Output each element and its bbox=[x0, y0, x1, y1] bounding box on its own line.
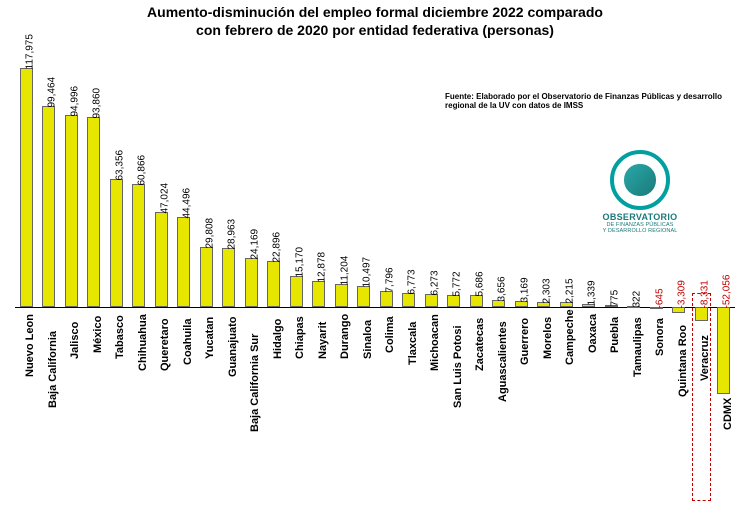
bar bbox=[717, 307, 730, 394]
category-label: Yucatan bbox=[204, 317, 216, 359]
chart-title: Aumento-disminución del empleo formal di… bbox=[0, 4, 750, 39]
value-label: 3,656 bbox=[497, 276, 508, 301]
category-label: Zacatecas bbox=[474, 318, 486, 371]
category-label: Colima bbox=[384, 317, 396, 354]
category-label: Sinaloa bbox=[362, 320, 374, 359]
bar bbox=[312, 281, 325, 307]
value-label: 93,860 bbox=[92, 88, 103, 119]
category-label: Guerrero bbox=[519, 318, 531, 365]
chart-container: Aumento-disminución del empleo formal di… bbox=[0, 0, 750, 516]
value-label: 117,975 bbox=[24, 34, 35, 69]
bar bbox=[222, 248, 235, 307]
category-label: Chiapas bbox=[294, 317, 306, 360]
value-label: -52,056 bbox=[722, 275, 733, 309]
category-label: Tlaxcala bbox=[407, 322, 419, 365]
category-label: Quintana Roo bbox=[677, 325, 689, 397]
category-label: Baja California Sur bbox=[249, 333, 261, 431]
value-label: 322 bbox=[632, 291, 643, 308]
value-label: 5,686 bbox=[474, 272, 485, 297]
value-label: 15,170 bbox=[294, 247, 305, 278]
bar bbox=[267, 261, 280, 307]
category-label: Puebla bbox=[609, 317, 621, 353]
value-label: 2,303 bbox=[542, 279, 553, 304]
category-label: Michoacan bbox=[429, 315, 441, 372]
highlight-box bbox=[692, 293, 711, 501]
bar bbox=[357, 286, 370, 307]
value-label: -3,309 bbox=[677, 280, 688, 308]
value-label: 7,796 bbox=[384, 268, 395, 293]
bar bbox=[65, 115, 78, 307]
bar bbox=[20, 68, 33, 307]
category-label: Chihuahua bbox=[137, 315, 149, 372]
value-label: 3,169 bbox=[519, 277, 530, 302]
category-label: Nuevo Leon bbox=[24, 315, 36, 378]
value-label: 12,878 bbox=[317, 252, 328, 283]
value-label: 2,215 bbox=[564, 279, 575, 304]
bar bbox=[245, 258, 258, 307]
category-label: Oaxaca bbox=[587, 314, 599, 353]
bar bbox=[110, 179, 123, 307]
value-label: 47,024 bbox=[159, 183, 170, 214]
category-label: Campeche bbox=[564, 310, 576, 366]
value-label: 24,169 bbox=[249, 229, 260, 260]
category-label: Morelos bbox=[542, 317, 554, 359]
value-label: 11,204 bbox=[339, 256, 350, 286]
bar bbox=[177, 217, 190, 307]
category-label: CDMX bbox=[722, 398, 734, 430]
category-label: Guanajuato bbox=[227, 317, 239, 378]
category-label: Tamaulipas bbox=[632, 318, 644, 378]
bar bbox=[155, 212, 168, 307]
bar bbox=[42, 106, 55, 307]
category-label: México bbox=[92, 316, 104, 353]
value-label: 63,356 bbox=[114, 150, 125, 181]
value-label: 28,963 bbox=[227, 219, 238, 250]
value-label: 5,772 bbox=[452, 272, 463, 297]
category-label: Sonora bbox=[654, 318, 666, 356]
category-label: Nayarit bbox=[317, 322, 329, 359]
value-label: 22,896 bbox=[272, 232, 283, 263]
value-label: 775 bbox=[609, 290, 620, 307]
value-label: 29,808 bbox=[204, 218, 215, 249]
value-label: 6,273 bbox=[429, 271, 440, 296]
bar bbox=[402, 293, 415, 307]
category-label: San Luis Potosi bbox=[452, 325, 464, 408]
category-label: Tabasco bbox=[114, 315, 126, 359]
category-label: Durango bbox=[339, 314, 351, 359]
value-label: 1,339 bbox=[587, 281, 598, 306]
value-label: 44,496 bbox=[182, 188, 193, 219]
bar bbox=[87, 117, 100, 307]
value-label: 10,497 bbox=[362, 257, 373, 288]
category-label: Coahuila bbox=[182, 319, 194, 365]
value-label: -645 bbox=[654, 288, 665, 308]
title-line-2: con febrero de 2020 por entidad federati… bbox=[196, 22, 554, 38]
title-line-1: Aumento-disminución del empleo formal di… bbox=[147, 4, 603, 20]
bar bbox=[470, 295, 483, 307]
value-label: 60,866 bbox=[137, 155, 148, 186]
category-label: Hidalgo bbox=[272, 319, 284, 359]
bar bbox=[335, 284, 348, 307]
category-label: Jalisco bbox=[69, 322, 81, 359]
bar bbox=[200, 247, 213, 307]
bar bbox=[132, 184, 145, 307]
category-label: Baja California bbox=[47, 331, 59, 408]
category-label: Aguascalientes bbox=[497, 321, 509, 402]
value-label: 94,996 bbox=[69, 86, 80, 117]
plot-area: 117,975Nuevo Leon99,464Baja California94… bbox=[15, 60, 735, 501]
value-label: 99,464 bbox=[47, 76, 58, 107]
category-label: Queretaro bbox=[159, 319, 171, 372]
bar bbox=[447, 295, 460, 307]
bar bbox=[380, 291, 393, 307]
bar bbox=[425, 294, 438, 307]
bar bbox=[290, 276, 303, 307]
value-label: 6,773 bbox=[407, 270, 418, 295]
